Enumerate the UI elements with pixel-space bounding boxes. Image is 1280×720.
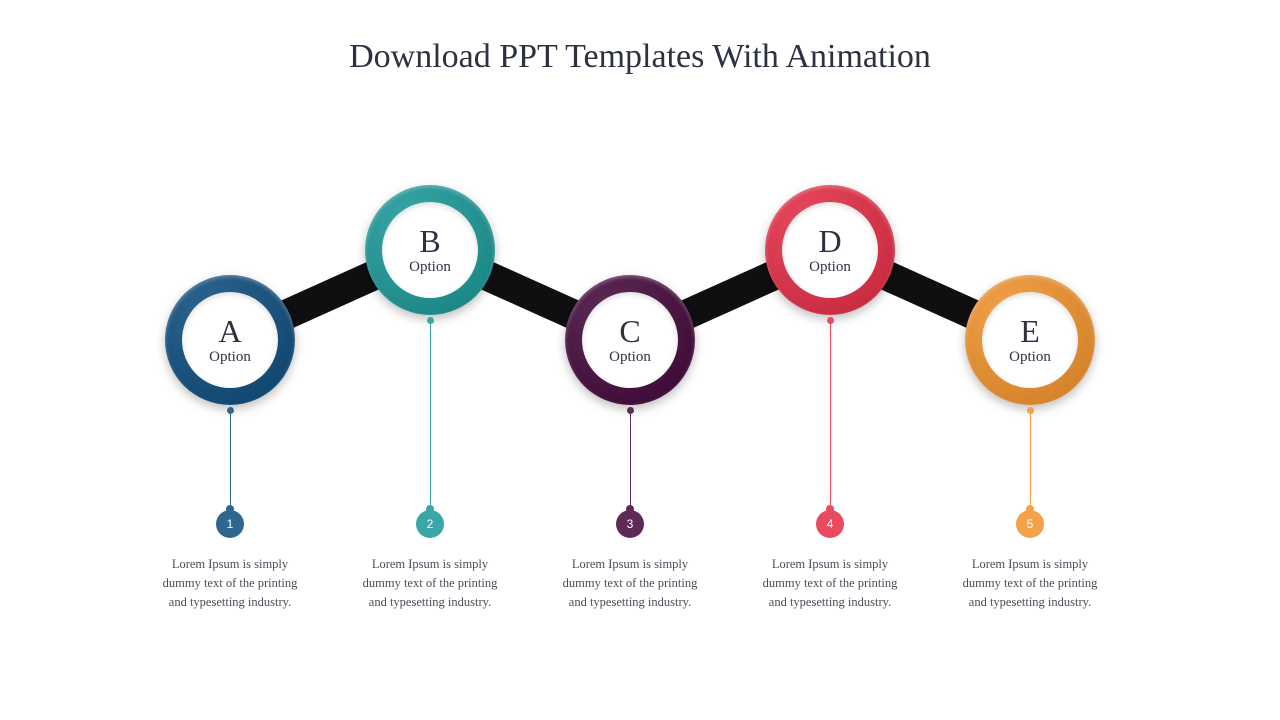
node-sub: Option <box>409 259 451 276</box>
leader-line-e <box>1030 410 1031 505</box>
option-description-d: Lorem Ipsum is simply dummy text of the … <box>755 555 905 611</box>
option-description-e: Lorem Ipsum is simply dummy text of the … <box>955 555 1105 611</box>
number-badge-3: 3 <box>616 510 644 538</box>
leader-line-a <box>230 410 231 505</box>
diagram-stage: A Option B Option C Option D Option E Op… <box>0 160 1280 680</box>
node-letter: D <box>818 225 841 257</box>
node-sub: Option <box>1009 349 1051 366</box>
node-inner: A Option <box>182 292 278 388</box>
option-node-a: A Option <box>165 275 295 405</box>
option-description-b: Lorem Ipsum is simply dummy text of the … <box>355 555 505 611</box>
node-letter: B <box>419 225 440 257</box>
leader-segment <box>430 320 431 505</box>
badge-number: 5 <box>1027 517 1034 531</box>
option-node-b: B Option <box>365 185 495 315</box>
option-description-a: Lorem Ipsum is simply dummy text of the … <box>155 555 305 611</box>
leader-segment <box>630 410 631 505</box>
node-inner: C Option <box>582 292 678 388</box>
badge-number: 2 <box>427 517 434 531</box>
node-sub: Option <box>209 349 251 366</box>
node-inner: B Option <box>382 202 478 298</box>
badge-number: 4 <box>827 517 834 531</box>
leader-line-c <box>630 410 631 505</box>
number-badge-1: 1 <box>216 510 244 538</box>
badge-number: 3 <box>627 517 634 531</box>
option-node-d: D Option <box>765 185 895 315</box>
leader-line-b <box>430 320 431 505</box>
slide-title: Download PPT Templates With Animation <box>0 38 1280 76</box>
node-sub: Option <box>609 349 651 366</box>
option-node-c: C Option <box>565 275 695 405</box>
node-inner: D Option <box>782 202 878 298</box>
node-sub: Option <box>809 259 851 276</box>
node-letter: E <box>1020 315 1040 347</box>
leader-segment <box>230 410 231 505</box>
number-badge-5: 5 <box>1016 510 1044 538</box>
badge-number: 1 <box>227 517 234 531</box>
leader-segment <box>1030 410 1031 505</box>
number-badge-2: 2 <box>416 510 444 538</box>
option-description-c: Lorem Ipsum is simply dummy text of the … <box>555 555 705 611</box>
number-badge-4: 4 <box>816 510 844 538</box>
node-letter: A <box>218 315 241 347</box>
node-inner: E Option <box>982 292 1078 388</box>
leader-line-d <box>830 320 831 505</box>
leader-segment <box>830 320 831 505</box>
node-letter: C <box>619 315 640 347</box>
option-node-e: E Option <box>965 275 1095 405</box>
